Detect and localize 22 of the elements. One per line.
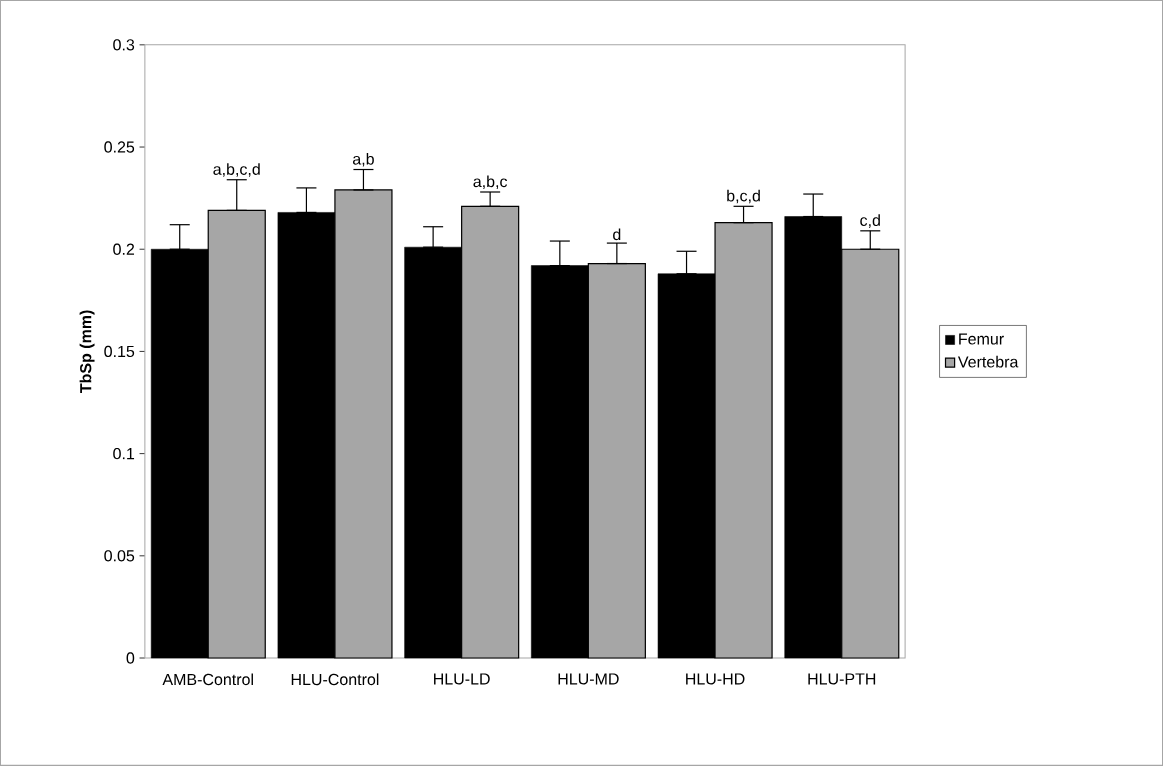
x-tick-label: HLU-PTH	[808, 673, 876, 685]
y-tick-label: 0.15	[104, 345, 135, 358]
x-tick-label: HLU-MD	[558, 673, 619, 685]
annotation: a,b,c,d	[213, 163, 260, 177]
annotation: d	[613, 228, 621, 241]
y-tick-label: 0.25	[104, 141, 135, 153]
x-tick-label: HLU-LD	[434, 673, 490, 685]
annotation: b,c,d	[727, 189, 760, 204]
annotation: c,d	[860, 214, 880, 228]
annotation: a,b	[352, 153, 374, 167]
y-axis-title: TbSp (mm)	[79, 310, 95, 394]
legend-label: Femur	[959, 333, 1004, 345]
y-tick-label: 0.3	[113, 39, 135, 51]
y-tick-label: 0.05	[104, 550, 135, 562]
x-tick-label: AMB-Control	[162, 673, 253, 686]
y-tick-label: 0.1	[113, 448, 135, 460]
legend-label: Vertebra	[957, 355, 1019, 368]
y-tick-label: 0	[126, 652, 135, 664]
x-tick-label: HLU-Control	[291, 673, 379, 686]
y-tick-label: 0.2	[113, 243, 135, 255]
x-tick-label: HLU-HD	[686, 673, 745, 685]
annotation: a,b,c	[473, 175, 508, 190]
